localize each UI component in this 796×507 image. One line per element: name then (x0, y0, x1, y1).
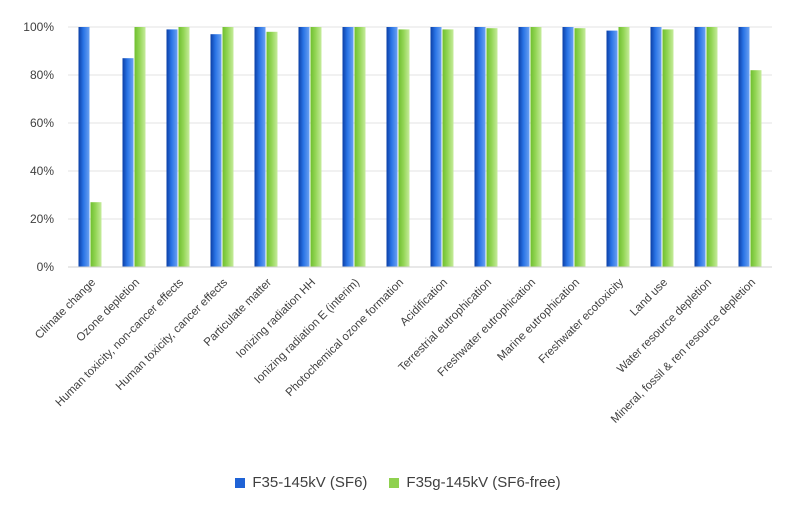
bar-series-2 (662, 29, 674, 268)
x-category-label: Marine eutrophication (495, 277, 582, 364)
bar-series-2 (574, 28, 586, 268)
bar-series-1 (342, 27, 354, 267)
bar-series-1 (122, 58, 134, 268)
bar-series-1 (606, 30, 618, 267)
bar-series-1 (430, 27, 442, 267)
bar-series-2 (354, 27, 366, 267)
y-axis-ticks: 0% 20% 40% 60% 80% 100% (23, 20, 54, 274)
bar-series-2 (618, 27, 630, 267)
bar-series-2 (486, 28, 498, 268)
legend-label-series-1: F35-145kV (SF6) (252, 474, 368, 491)
bar-series-2 (134, 27, 146, 267)
legend-swatch-series-2 (389, 477, 400, 488)
y-tick-label: 0% (37, 260, 55, 274)
bar-series-1 (518, 27, 530, 267)
bars (78, 27, 762, 268)
bar-series-2 (90, 202, 102, 267)
x-category-label: Freshwater ecotoxicity (537, 276, 627, 366)
bar-series-2 (222, 27, 234, 267)
y-tick-label: 40% (30, 164, 54, 178)
y-tick-label: 100% (23, 20, 54, 34)
bar-series-1 (78, 27, 90, 267)
legend-swatch-series-1 (235, 477, 246, 488)
y-tick-label: 60% (30, 116, 54, 130)
bar-series-2 (310, 27, 322, 267)
bar-series-2 (178, 27, 190, 267)
bar-series-1 (474, 27, 486, 267)
bar-series-1 (386, 27, 398, 267)
bar-series-2 (442, 29, 454, 268)
legend: F35-145kV (SF6) F35g-145kV (SF6-free) (0, 474, 796, 491)
bar-series-2 (750, 70, 762, 267)
y-tick-label: 20% (30, 212, 54, 226)
bar-series-1 (298, 27, 310, 267)
bar-series-1 (254, 27, 266, 267)
x-category-label: Ionizing radiation HH (234, 277, 318, 361)
bar-series-2 (398, 29, 410, 268)
y-tick-label: 80% (30, 68, 54, 82)
bar-series-1 (562, 27, 574, 267)
bar-series-2 (266, 31, 278, 267)
legend-label-series-2: F35g-145kV (SF6-free) (406, 474, 561, 491)
bar-series-1 (210, 34, 222, 268)
bar-series-1 (166, 29, 178, 268)
bar-series-1 (738, 27, 750, 267)
legend-item-series-1: F35-145kV (SF6) (235, 474, 367, 491)
bar-series-2 (706, 27, 718, 267)
x-category-label: Land use (628, 277, 670, 319)
bar-series-2 (530, 27, 542, 267)
bar-series-1 (694, 27, 706, 267)
bar-series-1 (650, 27, 662, 267)
legend-item-series-2: F35g-145kV (SF6-free) (389, 474, 561, 491)
